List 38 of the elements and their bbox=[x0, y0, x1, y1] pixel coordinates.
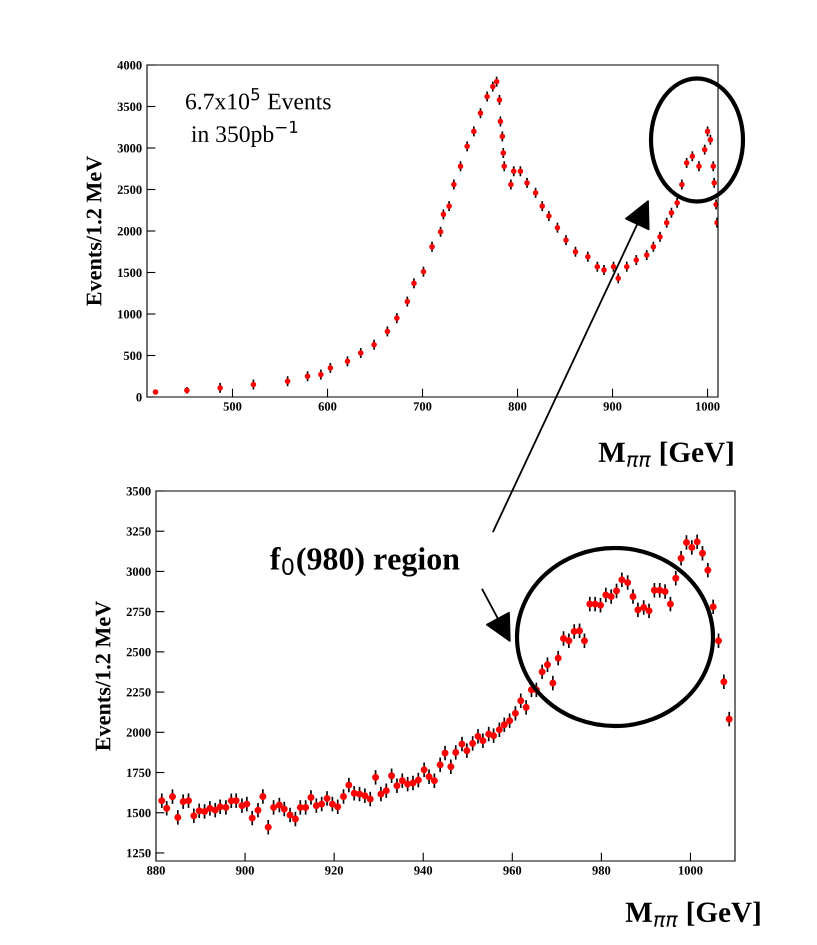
y-tick-label: 2000 bbox=[126, 728, 151, 737]
y-tick-label: 3500 bbox=[118, 102, 142, 111]
y-tick-label: 2500 bbox=[126, 648, 151, 656]
x-tick-label: 1000 bbox=[678, 866, 702, 875]
x-axis-title: M$_{ππ}$ [GeV] bbox=[626, 902, 760, 928]
y-tick-label: 4000 bbox=[117, 61, 142, 70]
x-tick-label: 900 bbox=[604, 402, 622, 411]
x-tick-label: 600 bbox=[318, 402, 336, 411]
x-tick-label: 960 bbox=[503, 866, 522, 875]
y-tick-label: 2500 bbox=[118, 186, 142, 194]
x-tick-label: 1000 bbox=[696, 402, 720, 411]
annotation: f$_{0}$(980) region bbox=[270, 546, 460, 577]
y-axis-title: Events/1.2 MeV bbox=[86, 156, 102, 306]
x-tick-label: 940 bbox=[414, 866, 432, 875]
x-tick-label: 500 bbox=[224, 402, 242, 411]
x-tick-label: 980 bbox=[592, 866, 610, 875]
y-tick-label: 1500 bbox=[118, 268, 142, 277]
x-tick-label: 700 bbox=[414, 402, 432, 411]
y-tick-label: 3000 bbox=[126, 567, 151, 576]
x-tick-label: 920 bbox=[325, 866, 344, 875]
x-tick-label: 800 bbox=[508, 402, 526, 411]
y-tick-label: 2250 bbox=[126, 688, 151, 697]
y-tick-label: 3500 bbox=[126, 487, 151, 496]
y-tick-label: 1750 bbox=[127, 768, 151, 777]
y-tick-label: 2750 bbox=[126, 608, 151, 616]
x-tick-label: 900 bbox=[236, 866, 254, 875]
annotation: 6.7x10$^{5}$ Events in 350pb$^{−1}$ bbox=[186, 88, 331, 147]
y-axis-title: Events/1.2 MeV bbox=[96, 600, 111, 751]
y-tick-label: 1000 bbox=[118, 310, 142, 318]
y-tick-label: 1500 bbox=[127, 808, 151, 818]
y-tick-label: 3250 bbox=[126, 527, 151, 536]
y-tick-label: 3000 bbox=[118, 144, 142, 152]
y-tick-label: 1250 bbox=[127, 848, 151, 858]
y-tick-label: 500 bbox=[124, 352, 142, 360]
y-tick-label: 0 bbox=[136, 393, 142, 402]
x-tick-label: 880 bbox=[147, 866, 165, 875]
y-tick-label: 2000 bbox=[118, 227, 142, 236]
x-axis-title: M$_{ππ}$ [GeV] bbox=[598, 442, 733, 468]
